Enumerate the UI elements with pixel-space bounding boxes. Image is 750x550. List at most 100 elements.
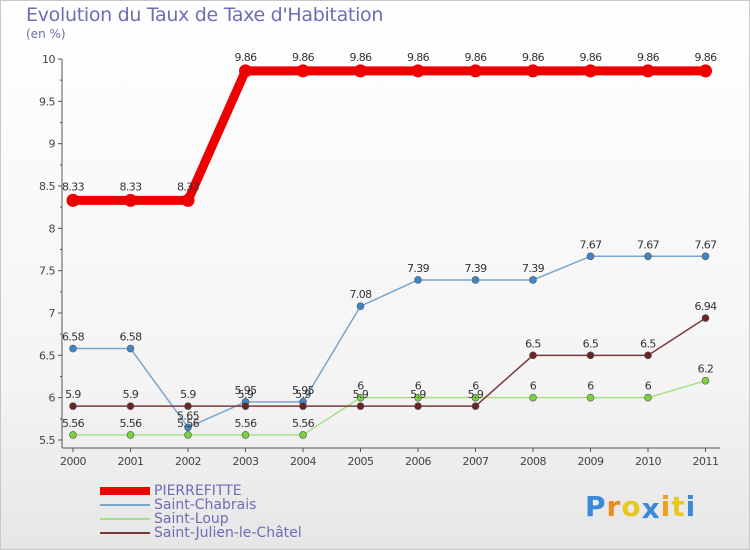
data-point (526, 64, 540, 78)
logo-letter: t (671, 490, 686, 523)
data-point (69, 431, 77, 439)
y-tick-label: 10 (42, 53, 55, 66)
data-label: 6.5 (525, 337, 541, 350)
data-point (469, 64, 482, 78)
data-point (356, 402, 365, 410)
data-point (644, 393, 652, 402)
data-point (241, 431, 250, 439)
data-label: 7.39 (464, 262, 487, 275)
data-label: 5.56 (62, 417, 85, 430)
data-point (471, 402, 480, 410)
x-tick-label: 2007 (463, 455, 489, 468)
data-label: 6.5 (640, 337, 656, 350)
legend-swatch (100, 518, 150, 520)
data-point (356, 393, 365, 402)
data-point (354, 64, 367, 78)
data-point (126, 402, 135, 410)
data-point (586, 351, 595, 360)
data-label: 6.94 (694, 300, 717, 313)
data-point (641, 64, 655, 78)
data-label: 6 (530, 380, 537, 393)
series-line-1 (73, 255, 706, 429)
data-point (414, 402, 422, 410)
data-label: 7.67 (579, 238, 602, 251)
data-point (471, 393, 480, 402)
data-label: 6.5 (583, 337, 599, 350)
data-label: 5.9 (410, 388, 426, 401)
data-point (529, 393, 537, 402)
data-point (644, 252, 652, 261)
data-label: 5.56 (292, 417, 315, 430)
data-label: 5.9 (353, 388, 369, 401)
logo-letter: x (641, 492, 661, 525)
data-point (584, 64, 597, 78)
y-tick-label: 9 (49, 138, 56, 151)
data-point (644, 351, 652, 360)
data-point (529, 276, 537, 284)
data-label: 5.56 (177, 417, 200, 430)
data-label: 9.86 (464, 51, 487, 64)
data-label: 6 (587, 380, 594, 393)
data-point (411, 64, 425, 78)
x-tick-label: 2000 (60, 455, 86, 468)
data-label: 8.33 (119, 180, 142, 193)
data-label: 8.33 (177, 180, 200, 193)
legend-swatch (100, 532, 150, 534)
data-label: 7.08 (349, 288, 372, 301)
data-label: 5.56 (119, 417, 142, 430)
x-tick-label: 2004 (290, 455, 316, 468)
data-point (299, 402, 307, 410)
data-point (586, 393, 595, 402)
data-point (701, 314, 710, 322)
y-tick-label: 5.5 (39, 434, 55, 447)
data-label: 5.9 (295, 388, 311, 401)
x-tick-label: 2002 (175, 455, 201, 468)
chart-title: Evolution du Taux de Taxe d'Habitation (26, 4, 384, 26)
data-point (296, 64, 310, 78)
legend-label: Saint-Chabrais (154, 497, 257, 513)
data-point (239, 64, 252, 78)
data-label: 7.67 (637, 238, 660, 251)
data-label: 5.65 (177, 409, 200, 422)
data-point (471, 276, 480, 284)
data-label: 9.86 (637, 51, 660, 64)
legend-swatch (100, 504, 150, 506)
data-label: 5.9 (123, 388, 139, 401)
data-label: 6.58 (62, 331, 85, 344)
data-point (184, 423, 192, 432)
legend-item: PIERREFITTE (100, 484, 302, 498)
data-point (181, 193, 195, 207)
data-point (299, 431, 307, 439)
x-tick-label: 2003 (233, 455, 259, 468)
data-label: 5.9 (468, 388, 484, 401)
data-point (701, 376, 710, 385)
legend-item: Saint-Chabrais (100, 498, 302, 512)
data-label: 9.86 (579, 51, 602, 64)
data-point (184, 402, 192, 410)
logo-letter: r (606, 490, 622, 523)
data-point (69, 344, 77, 353)
data-point (529, 351, 537, 360)
legend-label: Saint-Loup (154, 511, 229, 527)
logo-letter: i (685, 490, 697, 523)
y-tick-label: 7.5 (39, 265, 55, 278)
y-tick-label: 8 (49, 222, 56, 235)
logo-letter: o (621, 490, 642, 523)
series-line-0 (73, 66, 706, 205)
data-point (126, 431, 135, 439)
y-tick-label: 9.5 (39, 95, 55, 108)
data-label: 6 (357, 380, 364, 393)
proxiti-logo: Proxiti (585, 490, 697, 525)
logo-letter: i (660, 490, 672, 523)
data-point (66, 193, 80, 207)
data-point (414, 276, 422, 284)
legend-item: Saint-Julien-le-Châtel (100, 526, 302, 540)
data-label: 6 (415, 380, 422, 393)
x-tick-label: 2010 (635, 455, 661, 468)
data-label: 9.86 (522, 51, 545, 64)
data-label: 6 (472, 380, 479, 393)
data-point (699, 64, 712, 78)
data-point (126, 344, 135, 353)
data-label: 7.39 (522, 262, 545, 275)
